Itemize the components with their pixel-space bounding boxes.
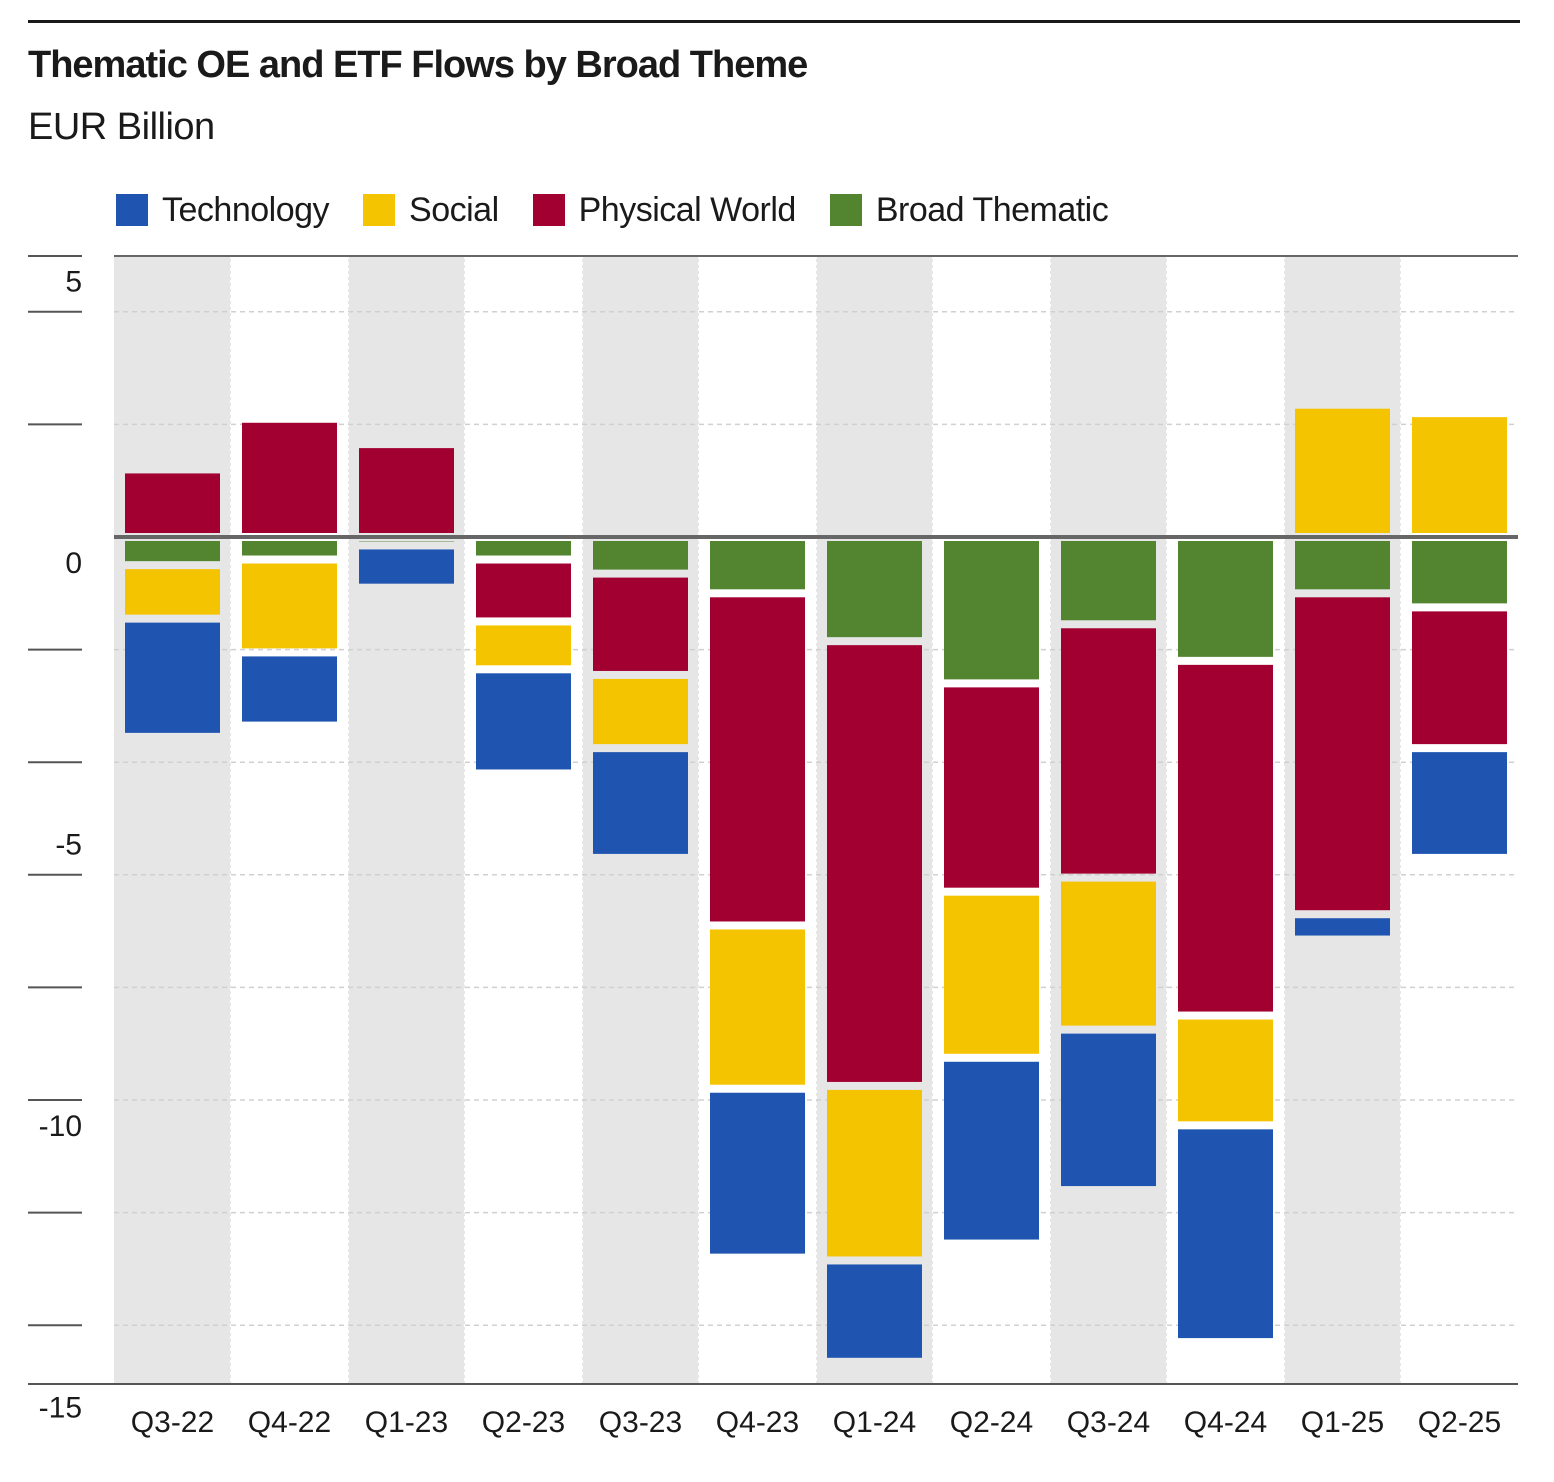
y-tick-label: 5 bbox=[65, 266, 82, 299]
bar-physical-world-q2-24 bbox=[944, 687, 1039, 888]
bar-broad-thematic-q2-23 bbox=[476, 541, 571, 556]
bar-physical-world-q3-23 bbox=[593, 577, 688, 671]
bar-social-q1-24 bbox=[827, 1089, 922, 1257]
legend-item-social: Social bbox=[363, 191, 499, 230]
bar-social-q4-24 bbox=[1178, 1019, 1273, 1122]
legend-item-broad-thematic: Broad Thematic bbox=[829, 190, 1109, 230]
bar-broad-thematic-q2-25 bbox=[1412, 541, 1507, 604]
bar-technology-q4-22 bbox=[242, 656, 337, 722]
chart-subtitle: EUR Billion bbox=[28, 106, 215, 148]
bar-social-q2-23 bbox=[476, 625, 571, 666]
legend-swatch-technology bbox=[116, 194, 148, 226]
bar-physical-world-q3-24 bbox=[1061, 628, 1156, 874]
bar-broad-thematic-q3-22 bbox=[125, 541, 220, 562]
bar-physical-world-q2-25 bbox=[1412, 611, 1507, 745]
x-tick-label-q1-25: Q1-25 bbox=[1301, 1406, 1384, 1439]
x-tick-label-q2-23: Q2-23 bbox=[482, 1406, 565, 1439]
bar-technology-q3-24 bbox=[1061, 1033, 1156, 1187]
bar-technology-q3-22 bbox=[125, 622, 220, 733]
column-band-q1-23 bbox=[348, 256, 465, 1384]
column-band-q3-22 bbox=[114, 256, 231, 1384]
bar-technology-q2-25 bbox=[1412, 752, 1507, 854]
x-tick-label-q4-24: Q4-24 bbox=[1184, 1406, 1267, 1439]
bar-broad-thematic-q2-24 bbox=[944, 541, 1039, 680]
x-tick-label-q4-23: Q4-23 bbox=[716, 1406, 799, 1439]
legend-label-physical-world: Physical World bbox=[578, 190, 797, 229]
bar-technology-q3-23 bbox=[593, 752, 688, 854]
bar-technology-q2-23 bbox=[476, 673, 571, 770]
top-rule bbox=[28, 20, 1520, 23]
bar-physical-world-q4-23 bbox=[710, 597, 805, 922]
bar-social-q3-23 bbox=[593, 678, 688, 745]
bar-technology-q4-23 bbox=[710, 1092, 805, 1254]
bar-technology-q1-23 bbox=[359, 549, 454, 584]
legend-label-social: Social bbox=[409, 190, 499, 229]
y-tick-label: -15 bbox=[39, 1392, 82, 1425]
bar-physical-world-q2-23 bbox=[476, 563, 571, 618]
legend-swatch-physical-world bbox=[532, 194, 565, 226]
bar-broad-thematic-q4-24 bbox=[1178, 541, 1273, 657]
bar-social-q2-24 bbox=[944, 895, 1039, 1054]
bar-physical-world-q3-22 bbox=[125, 473, 220, 533]
x-tick-label-q3-23: Q3-23 bbox=[599, 1406, 682, 1439]
x-tick-label-q3-22: Q3-22 bbox=[131, 1406, 214, 1439]
bar-technology-q1-24 bbox=[827, 1264, 922, 1358]
x-tick-label-q3-24: Q3-24 bbox=[1067, 1406, 1150, 1439]
bar-physical-world-q4-22 bbox=[242, 422, 337, 533]
bar-technology-q4-24 bbox=[1178, 1129, 1273, 1339]
bar-physical-world-q1-24 bbox=[827, 645, 922, 1082]
bar-broad-thematic-q1-24 bbox=[827, 541, 922, 638]
bar-social-q2-25 bbox=[1412, 417, 1507, 533]
legend-item-technology: Technology bbox=[116, 190, 330, 230]
legend: Technology Social Physical World Broad T… bbox=[116, 188, 1142, 232]
y-tick-label: -10 bbox=[39, 1110, 82, 1143]
legend-item-physical-world: Physical World bbox=[532, 190, 797, 230]
bar-social-q1-25 bbox=[1295, 408, 1390, 533]
legend-label-broad-thematic: Broad Thematic bbox=[875, 190, 1109, 229]
bar-social-q4-22 bbox=[242, 563, 337, 649]
bar-broad-thematic-q3-24 bbox=[1061, 541, 1156, 621]
x-tick-label-q2-24: Q2-24 bbox=[950, 1406, 1033, 1439]
y-tick-label: 0 bbox=[65, 547, 82, 580]
bar-broad-thematic-q4-23 bbox=[710, 541, 805, 590]
x-tick-label-q1-24: Q1-24 bbox=[833, 1406, 916, 1439]
bar-physical-world-q4-24 bbox=[1178, 664, 1273, 1012]
bar-technology-q1-25 bbox=[1295, 918, 1390, 936]
y-tick-label: -5 bbox=[55, 829, 82, 862]
bar-social-q4-23 bbox=[710, 929, 805, 1085]
x-tick-label-q4-22: Q4-22 bbox=[248, 1406, 331, 1439]
bar-technology-q2-24 bbox=[944, 1061, 1039, 1240]
legend-label-technology: Technology bbox=[162, 190, 330, 229]
legend-swatch-broad-thematic bbox=[829, 194, 862, 226]
bar-social-q3-24 bbox=[1061, 881, 1156, 1026]
chart-title: Thematic OE and ETF Flows by Broad Theme bbox=[28, 44, 808, 86]
x-tick-label-q1-23: Q1-23 bbox=[365, 1406, 448, 1439]
bar-broad-thematic-q3-23 bbox=[593, 541, 688, 570]
bar-broad-thematic-q4-22 bbox=[242, 541, 337, 556]
bar-physical-world-q1-25 bbox=[1295, 597, 1390, 911]
bar-broad-thematic-q1-25 bbox=[1295, 541, 1390, 590]
x-tick-label-q2-25: Q2-25 bbox=[1418, 1406, 1501, 1439]
bar-physical-world-q1-23 bbox=[359, 448, 454, 533]
legend-swatch-social bbox=[363, 194, 396, 226]
bar-social-q3-22 bbox=[125, 569, 220, 615]
